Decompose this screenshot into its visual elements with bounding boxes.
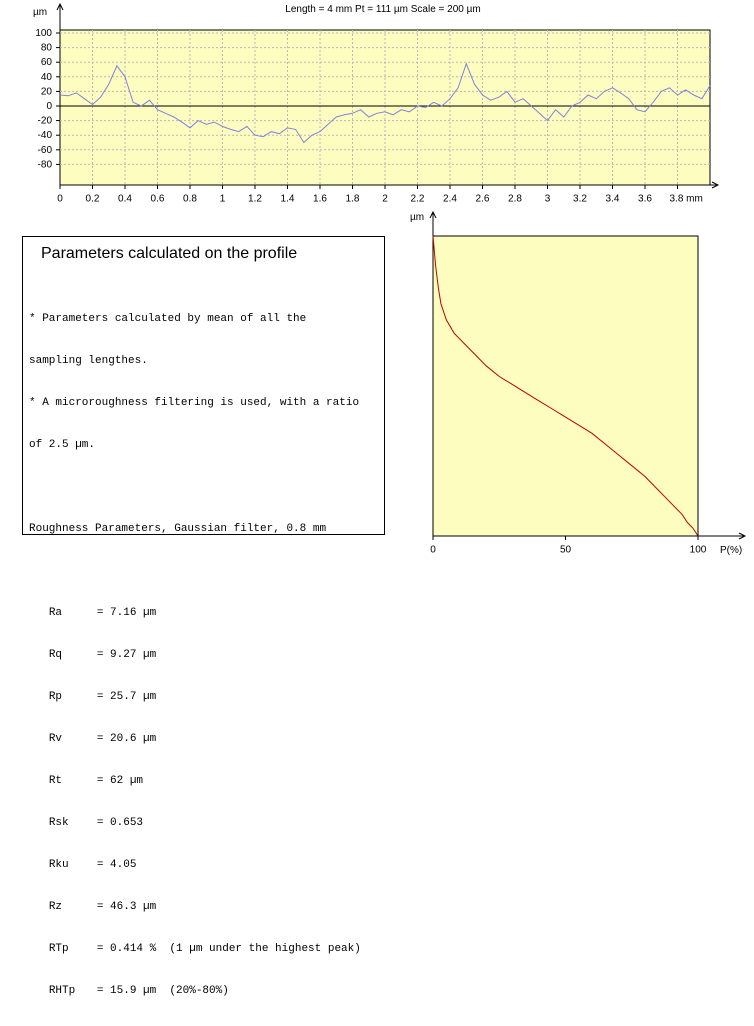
param-name: Rsk bbox=[48, 817, 69, 829]
param-row-rv: Rv = 20.6 µm bbox=[29, 732, 361, 746]
profile-x-tick-label: 1.6 bbox=[313, 193, 327, 204]
bearing-x-tick-label: 100 bbox=[690, 544, 707, 555]
profile-series-line bbox=[59, 62, 711, 144]
parameters-title: Parameters calculated on the profile bbox=[41, 245, 298, 262]
profile-chart: 100 80 60 40 20 0 -20 -40 -60 -80 0 0.2 0.4 0.6 0.8 1 1… bbox=[33, 2, 720, 204]
param-row-rq: Rq = 9.27 µm bbox=[29, 648, 361, 662]
param-row-rtp: RTp = 0.414 % (1 µm under the highest pea… bbox=[29, 942, 361, 956]
charts-canvas: Length = 4 mm Pt = 111 µm Scale = 200 µm… bbox=[33, 2, 747, 556]
profile-y-tick-label: 0 bbox=[46, 101, 52, 112]
profile-x-tick-label: 1.2 bbox=[248, 193, 262, 204]
bearing-x-arrow bbox=[433, 532, 747, 540]
profile-x-tick-label: 1.8 bbox=[346, 193, 360, 204]
param-value: = 0.414 % (1 µm under the highest peak) bbox=[96, 943, 361, 955]
param-name: Rt bbox=[48, 775, 63, 787]
note-line: * Parameters calculated by mean of all t… bbox=[29, 313, 307, 325]
param-row-rhtp: RHTp = 15.9 µm (20%-80%) bbox=[29, 984, 361, 998]
bearing-y-axis-label: µm bbox=[410, 212, 424, 223]
profile-x-tick-label: 1 bbox=[220, 193, 226, 204]
param-name: RTp bbox=[48, 943, 69, 955]
profile-x-tick-label: 0.2 bbox=[86, 193, 100, 204]
param-value: = 62 µm bbox=[96, 775, 144, 787]
profile-y-tick-label: 40 bbox=[41, 72, 53, 83]
parameters-body: * Parameters calculated by mean of all t… bbox=[29, 284, 361, 1026]
profile-x-tick-label: 2.4 bbox=[443, 193, 457, 204]
note-line: of 2.5 µm. bbox=[29, 439, 96, 451]
param-name: Rku bbox=[48, 859, 69, 871]
param-value: = 4.05 bbox=[96, 859, 137, 871]
profile-x-tick-label: 2.6 bbox=[476, 193, 490, 204]
bearing-y-arrow bbox=[429, 210, 437, 236]
profile-y-tick-label: 80 bbox=[41, 43, 53, 54]
profile-y-arrow bbox=[56, 2, 64, 30]
bearing-x-tick-label: 0 bbox=[430, 544, 436, 555]
bearing-x-axis-label: P(%) bbox=[720, 545, 742, 556]
param-row-rp: Rp = 25.7 µm bbox=[29, 690, 361, 704]
param-value: = 7.16 µm bbox=[96, 607, 157, 619]
profile-y-ticks: 100 80 60 40 20 0 -20 -40 -60 -80 bbox=[35, 28, 60, 170]
profile-y-tick-label: -40 bbox=[38, 130, 53, 141]
param-name: RHTp bbox=[48, 985, 76, 997]
bearing-curve-chart: µm 0 50 100 P(%) bbox=[410, 210, 747, 556]
param-value: = 46.3 µm bbox=[96, 901, 157, 913]
profile-x-tick-label: 1.4 bbox=[281, 193, 295, 204]
param-name: Rp bbox=[48, 691, 63, 703]
profile-x-tick-label: 3.6 bbox=[638, 193, 652, 204]
parameters-panel: Parameters calculated on the profile * P… bbox=[22, 236, 385, 997]
profile-y-tick-label: 100 bbox=[35, 28, 52, 39]
profile-x-tick-label: 0 bbox=[57, 193, 63, 204]
profile-x-tick-label: 3.2 bbox=[573, 193, 587, 204]
bearing-x-ticks: 0 50 100 bbox=[430, 536, 707, 555]
note-line: * A microroughness filtering is used, wi… bbox=[29, 397, 360, 409]
param-name: Rz bbox=[48, 901, 63, 913]
profile-y-tick-label: -60 bbox=[38, 145, 53, 156]
profile-x-ticks: 0 0.2 0.4 0.6 0.8 1 1.2 1.4 1.6 1.8 2 2.2 2.4 2.6 2.8 3… bbox=[57, 185, 703, 204]
profile-x-tick-label: 2 bbox=[382, 193, 388, 204]
profile-x-tick-label: 3.8 mm bbox=[670, 193, 703, 204]
profile-x-arrow bbox=[60, 181, 720, 189]
param-value: = 20.6 µm bbox=[96, 733, 157, 745]
profile-x-tick-label: 3.4 bbox=[606, 193, 620, 204]
param-value: = 9.27 µm bbox=[96, 649, 157, 661]
param-row-rz: Rz = 46.3 µm bbox=[29, 900, 361, 914]
profile-x-tick-label: 2.2 bbox=[411, 193, 425, 204]
bearing-series-line bbox=[432, 235, 699, 537]
param-name: Rq bbox=[48, 649, 63, 661]
profile-x-tick-label: 2.8 bbox=[508, 193, 522, 204]
note-line: sampling lengthes. bbox=[29, 355, 148, 367]
param-value: = 0.653 bbox=[96, 817, 144, 829]
profile-grid bbox=[60, 30, 710, 185]
param-row-rt: Rt = 62 µm bbox=[29, 774, 361, 788]
param-value: = 25.7 µm bbox=[96, 691, 157, 703]
bearing-plot-area bbox=[432, 235, 699, 537]
profile-y-tick-label: -20 bbox=[38, 116, 53, 127]
param-row-rsk: Rsk = 0.653 bbox=[29, 816, 361, 830]
param-value: = 15.9 µm (20%-80%) bbox=[96, 985, 229, 997]
param-name: Rv bbox=[48, 733, 63, 745]
profile-y-axis-label: µm bbox=[33, 7, 47, 18]
profile-x-tick-label: 3 bbox=[545, 193, 551, 204]
profile-x-tick-label: 0.4 bbox=[118, 193, 132, 204]
profile-y-tick-label: -80 bbox=[38, 159, 53, 170]
chart-header-title: Length = 4 mm Pt = 111 µm Scale = 200 µm bbox=[285, 4, 480, 15]
param-row-ra: Ra = 7.16 µm bbox=[29, 606, 361, 620]
section-heading: Roughness Parameters, Gaussian filter, 0… bbox=[29, 523, 327, 535]
param-name: Ra bbox=[48, 607, 63, 619]
profile-x-tick-label: 0.8 bbox=[183, 193, 197, 204]
param-row-rku: Rku = 4.05 bbox=[29, 858, 361, 872]
profile-x-tick-label: 0.6 bbox=[151, 193, 165, 204]
profile-y-tick-label: 60 bbox=[41, 57, 53, 68]
bearing-x-tick-label: 50 bbox=[560, 544, 572, 555]
profile-y-tick-label: 20 bbox=[41, 86, 53, 97]
